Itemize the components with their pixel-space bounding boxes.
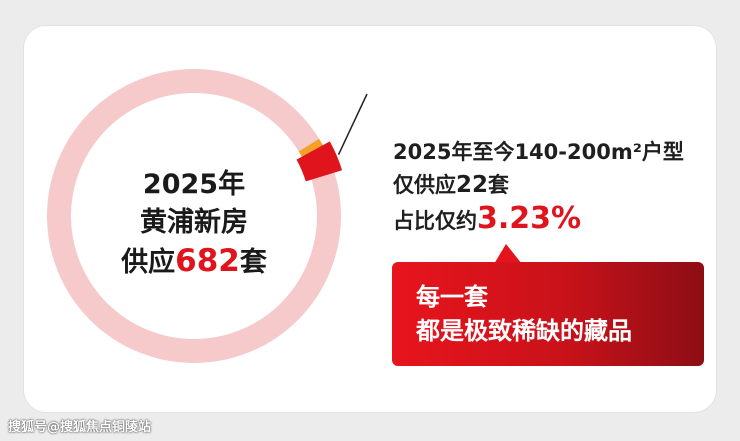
callout-line2: 都是极致稀缺的藏品 xyxy=(416,317,632,345)
callout-box: 每一套 都是极致稀缺的藏品 xyxy=(392,262,704,366)
donut-slice-other xyxy=(47,69,341,363)
annotation-count: 22 xyxy=(456,172,489,198)
center-supply: 供应682套 xyxy=(94,242,294,282)
callout-tail xyxy=(494,244,522,264)
donut-slice-highlight xyxy=(296,141,343,182)
donut-chart xyxy=(47,69,368,363)
center-supply-suffix: 套 xyxy=(239,247,267,278)
callout-line1: 每一套 xyxy=(416,283,488,311)
annotation-prefix2: 仅供应 xyxy=(393,173,456,197)
annotation-percent: 3.23% xyxy=(477,201,582,236)
annotation-text: 2025年至今140-200m²户型 仅供应22套 占比仅约3.23% xyxy=(393,136,684,238)
chart-card: 2025年 黄浦新房 供应682套 2025年至今140-200m²户型 仅供应… xyxy=(24,26,716,412)
annotation-line1: 2025年至今140-200m²户型 xyxy=(393,140,684,164)
center-supply-value: 682 xyxy=(175,243,240,279)
annotation-line3: 占比仅约3.23% xyxy=(393,202,684,238)
center-district: 黄浦新房 xyxy=(140,207,248,238)
watermark: 搜狐号@搜狐焦点铜陵站 xyxy=(8,420,152,435)
donut-slice-accent xyxy=(298,138,325,159)
annotation-suffix2: 套 xyxy=(488,173,510,197)
annotation-prefix3: 占比仅约 xyxy=(393,209,477,233)
center-year: 2025年 xyxy=(142,169,246,200)
center-supply-prefix: 供应 xyxy=(121,247,176,278)
annotation-line2: 仅供应22套 xyxy=(393,169,684,202)
donut-center-label: 2025年 黄浦新房 供应682套 xyxy=(94,166,294,282)
leader-line xyxy=(337,93,368,155)
